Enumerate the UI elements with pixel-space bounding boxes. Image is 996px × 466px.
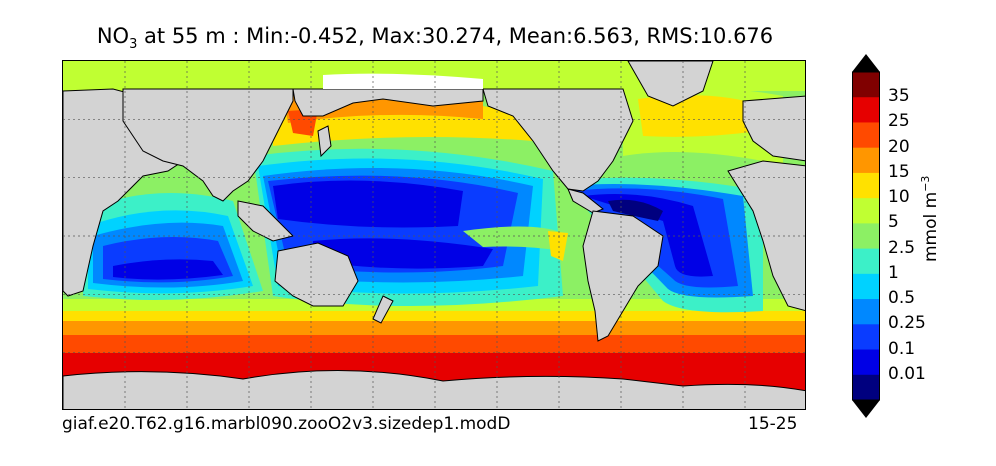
caribbean-navy bbox=[608, 199, 663, 221]
colorbar-segment bbox=[852, 223, 880, 250]
colorbar-tick-label: 0.1 bbox=[888, 338, 916, 359]
unit-text: mmol m bbox=[920, 191, 941, 262]
colorbar-tick-label: 0.01 bbox=[888, 363, 926, 384]
colorbar-tick-label: 15 bbox=[888, 161, 910, 182]
colorbar-segment bbox=[852, 349, 880, 376]
colorbar-segment bbox=[852, 324, 880, 351]
title-species-subscript: 3 bbox=[129, 37, 138, 53]
land-greenland bbox=[627, 61, 714, 107]
land-south-america bbox=[582, 210, 664, 342]
map-gridlines bbox=[63, 61, 805, 409]
land-northeast-asia bbox=[292, 88, 484, 117]
land-japan bbox=[317, 125, 332, 158]
map-plot-area bbox=[62, 60, 806, 410]
land-europe bbox=[742, 95, 805, 162]
unit-exponent: −3 bbox=[919, 175, 933, 192]
colorbar-tick-label: 35 bbox=[888, 86, 910, 107]
colorbar-segment bbox=[852, 374, 880, 401]
arctic-sea-ice bbox=[323, 73, 483, 89]
colorbar-segment bbox=[852, 299, 880, 325]
colorbar-tick-label: 20 bbox=[888, 136, 910, 157]
land-maritime-continent bbox=[237, 200, 294, 242]
title-stats: at 55 m : Min:-0.452, Max:30.274, Mean:6… bbox=[137, 24, 774, 48]
colorbar-tick-label: 2.5 bbox=[888, 237, 916, 258]
pacific-south-deepblue bbox=[313, 238, 493, 269]
colorbar-under-triangle bbox=[852, 400, 880, 418]
colorbar-unit-label: mmol m−3 bbox=[919, 176, 941, 262]
colorbar-tick-label: 5 bbox=[888, 212, 899, 233]
colorbar-tick-label: 10 bbox=[888, 187, 910, 208]
indian-ocean-deepblue bbox=[113, 259, 223, 280]
land-new-zealand bbox=[372, 295, 394, 324]
colorbar-tick-label: 0.25 bbox=[888, 313, 926, 334]
land-africa-east bbox=[727, 160, 805, 311]
colorbar-segment bbox=[852, 273, 880, 300]
land-antarctica bbox=[63, 369, 805, 409]
colorbar-tick-label: 1 bbox=[888, 262, 899, 283]
colorbar-segment bbox=[852, 198, 880, 224]
colorbar-segment bbox=[852, 147, 880, 174]
colorbar-frame bbox=[852, 71, 880, 401]
case-name-label: giaf.e20.T62.g16.marbl090.zooO2v3.sizede… bbox=[62, 414, 511, 434]
land-central-america bbox=[567, 188, 604, 214]
pacific-north-deepblue bbox=[273, 180, 463, 228]
colorbar-segment bbox=[852, 248, 880, 275]
land-eurasia bbox=[122, 88, 294, 202]
map-title: NO3 at 55 m : Min:-0.452, Max:30.274, Me… bbox=[0, 24, 870, 52]
southern-ocean-orange-band bbox=[63, 319, 805, 335]
colorbar bbox=[852, 54, 880, 418]
colorbar-tick-label: 25 bbox=[888, 111, 910, 132]
land-australia bbox=[274, 242, 359, 307]
colorbar-segment bbox=[852, 97, 880, 123]
north-atlantic-yellow bbox=[638, 95, 763, 137]
colorbar-segment bbox=[852, 122, 880, 149]
atlantic-deepblue bbox=[583, 193, 713, 277]
title-species: NO bbox=[96, 24, 130, 48]
world-map bbox=[63, 61, 805, 409]
peru-upwelling bbox=[548, 231, 568, 261]
eastern-pacific-upwelling bbox=[463, 226, 563, 251]
colorbar-segment bbox=[852, 172, 880, 199]
colorbar-segment bbox=[852, 72, 880, 98]
land-north-america bbox=[482, 88, 634, 192]
years-label: 15-25 bbox=[748, 414, 798, 434]
southern-ocean-redorange-band bbox=[63, 333, 805, 353]
colorbar-tick-label: 0.5 bbox=[888, 288, 916, 309]
colorbar-over-triangle bbox=[852, 54, 880, 72]
